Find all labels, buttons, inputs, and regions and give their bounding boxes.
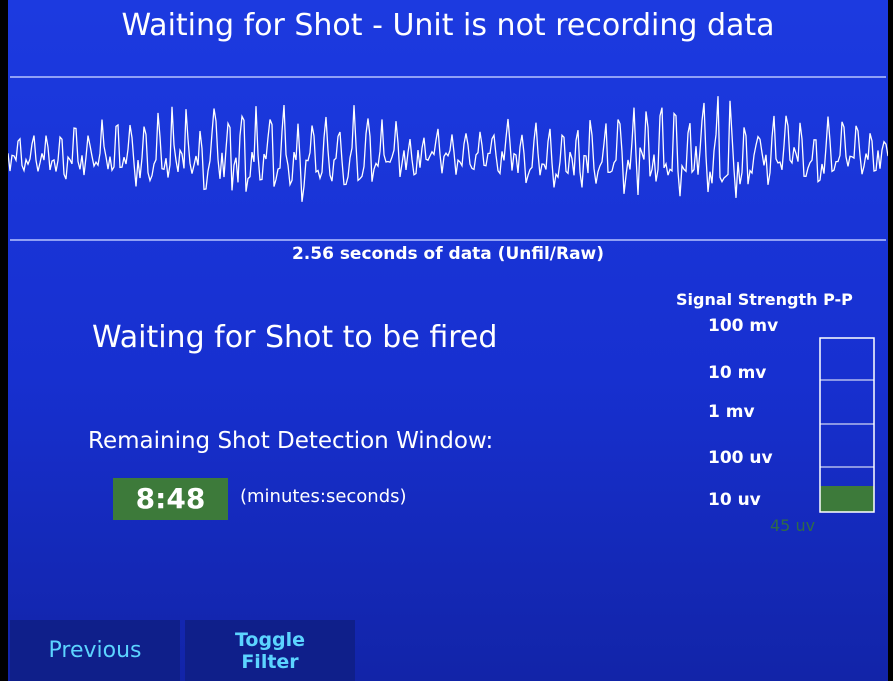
page: Waiting for Shot - Unit is not recording…	[0, 0, 893, 681]
timer-units: (minutes:seconds)	[240, 486, 407, 507]
timer: 8:48	[113, 478, 228, 520]
status-message: Waiting for Shot to be fired	[92, 320, 497, 355]
level-label: 100 uv	[708, 448, 773, 468]
header-title: Waiting for Shot - Unit is not recording…	[8, 8, 888, 43]
previous-button[interactable]: Previous	[10, 620, 180, 681]
waveform-trace	[8, 96, 888, 202]
waveform-caption: 2.56 seconds of data (Unfil/Raw)	[8, 244, 888, 264]
waveform	[8, 75, 888, 245]
level-label: 10 mv	[708, 363, 766, 383]
button-label: Previous	[49, 640, 142, 662]
window-label: Remaining Shot Detection Window:	[88, 428, 493, 454]
signal-reading: 45 uv	[770, 516, 815, 535]
level-label: 1 mv	[708, 402, 755, 422]
button-label: Filter	[241, 651, 298, 673]
device-screen: Waiting for Shot - Unit is not recording…	[8, 0, 888, 681]
button-label: Toggle	[235, 629, 305, 651]
meter-fill	[820, 486, 874, 512]
level-label: 100 mv	[708, 316, 778, 336]
meter-frame	[820, 338, 874, 512]
signal-meter	[818, 336, 878, 516]
level-label: 10 uv	[708, 490, 761, 510]
signal-strength-title: Signal Strength P-P	[676, 290, 853, 309]
